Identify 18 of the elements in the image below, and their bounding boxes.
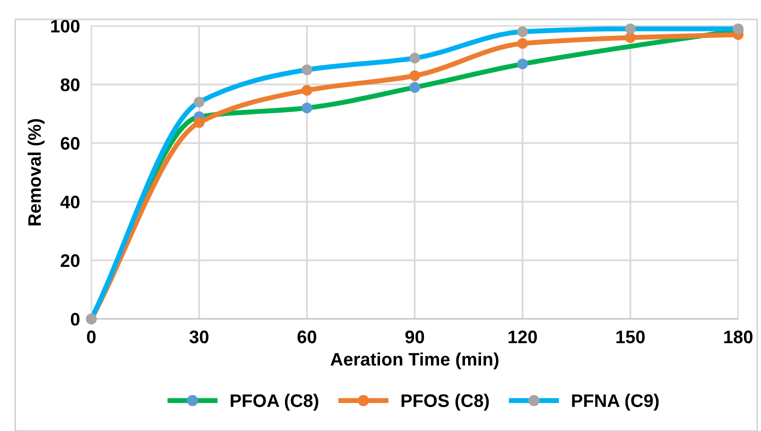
x-tick-label: 180 (724, 330, 752, 344)
x-tick-label: 90 (405, 330, 424, 344)
x-axis-title: Aeration Time (min) (330, 352, 498, 370)
x-tick-label: 60 (298, 330, 316, 344)
x-tick-label: 120 (508, 330, 537, 344)
y-tick-label: 0 (70, 312, 80, 326)
y-axis-title: Removal (%) (28, 119, 45, 226)
x-tick-label: 0 (87, 330, 96, 344)
legend-label: PFOS (C8) (402, 394, 489, 411)
legend-label: PFNA (C9) (572, 394, 659, 411)
x-tick-label: 30 (190, 330, 208, 344)
y-tick-label: 100 (51, 20, 80, 33)
y-tick-label: 40 (60, 196, 80, 208)
y-tick-label: 20 (60, 254, 80, 268)
x-tick-label: 150 (616, 330, 645, 344)
y-tick-label: 80 (60, 78, 80, 92)
y-tick-label: 60 (60, 137, 80, 150)
legend-label: PFOA (C8) (230, 394, 318, 411)
